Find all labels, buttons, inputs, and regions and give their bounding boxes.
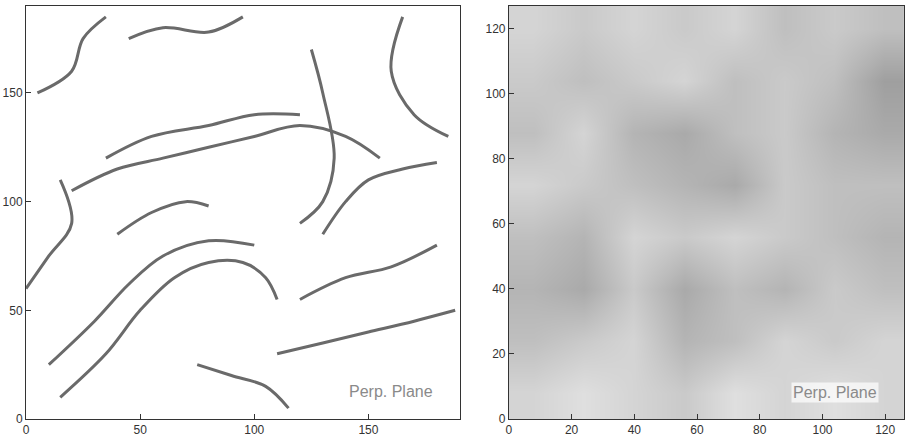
svg-text:100: 100 [485, 87, 505, 101]
svg-text:0: 0 [23, 423, 30, 437]
svg-text:Perp. Plane: Perp. Plane [793, 384, 877, 401]
svg-text:40: 40 [492, 282, 506, 296]
svg-text:20: 20 [565, 423, 579, 437]
svg-text:20: 20 [492, 347, 506, 361]
svg-text:80: 80 [492, 152, 506, 166]
svg-text:0: 0 [499, 412, 506, 426]
svg-text:100: 100 [812, 423, 832, 437]
svg-text:60: 60 [690, 423, 704, 437]
svg-text:120: 120 [875, 423, 895, 437]
svg-text:60: 60 [492, 217, 506, 231]
svg-text:Perp. Plane: Perp. Plane [349, 383, 433, 400]
svg-text:40: 40 [628, 423, 642, 437]
svg-text:0: 0 [16, 412, 23, 426]
svg-text:100: 100 [244, 423, 264, 437]
svg-text:120: 120 [485, 22, 505, 36]
svg-text:80: 80 [753, 423, 767, 437]
svg-text:0: 0 [506, 423, 513, 437]
svg-text:100: 100 [3, 195, 23, 209]
svg-text:150: 150 [3, 86, 23, 100]
svg-text:50: 50 [9, 304, 23, 318]
svg-text:150: 150 [358, 423, 378, 437]
svg-text:50: 50 [133, 423, 147, 437]
